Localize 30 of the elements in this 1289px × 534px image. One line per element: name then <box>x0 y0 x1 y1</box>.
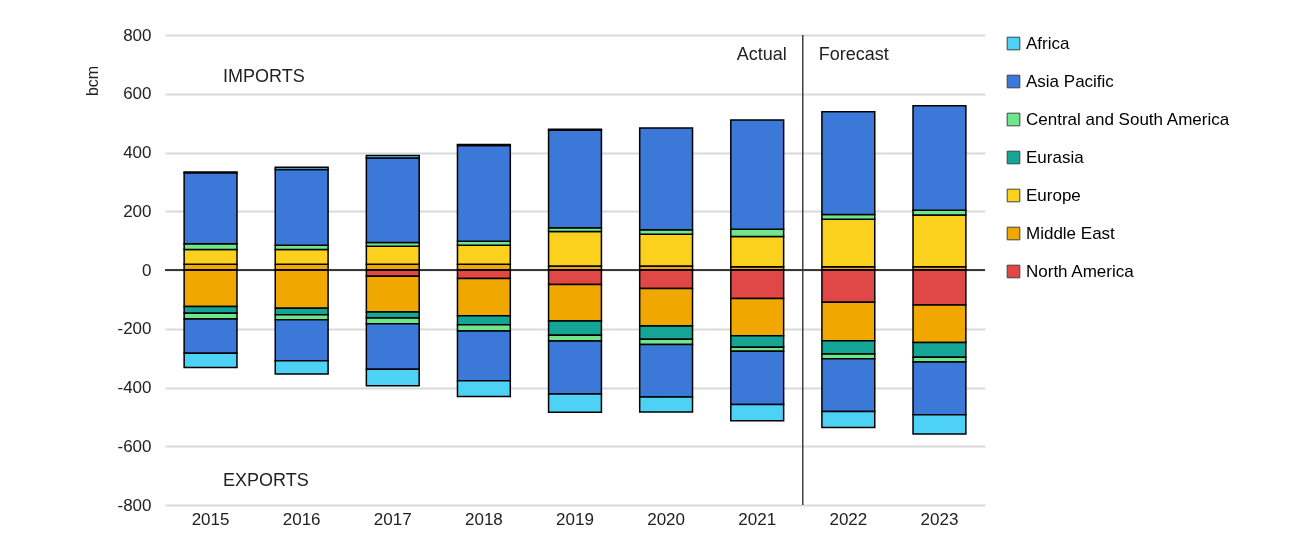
y-tick-label: -800 <box>117 495 152 515</box>
y-axis-title: bcm <box>84 65 101 97</box>
y-tick-label: 600 <box>123 84 152 104</box>
y-tick-label: -200 <box>117 319 152 339</box>
x-tick-label: 2019 <box>556 509 594 529</box>
annotation: IMPORTS <box>223 66 305 86</box>
legend-label: Asia Pacific <box>1026 71 1115 91</box>
x-tick-label: 2023 <box>920 509 959 529</box>
x-tick-label: 2018 <box>464 509 503 529</box>
annotation: Forecast <box>818 44 889 64</box>
x-tick-label: 2016 <box>282 509 321 529</box>
x-tick-label: 2021 <box>738 509 777 529</box>
legend-label: Central and South America <box>1026 109 1230 129</box>
x-tick-label: 2022 <box>829 509 868 529</box>
annotation: Actual <box>736 44 787 64</box>
legend-label: Middle East <box>1026 223 1116 243</box>
legend-label: Eurasia <box>1026 147 1085 167</box>
x-tick-label: 2020 <box>647 509 686 529</box>
x-tick-label: 2015 <box>191 509 230 529</box>
y-tick-label: 0 <box>142 260 152 280</box>
y-tick-label: 400 <box>123 143 152 162</box>
y-tick-label: 200 <box>123 201 152 221</box>
legend-label: North America <box>1026 261 1135 281</box>
y-tick-label: -400 <box>117 378 152 397</box>
y-tick-label: -600 <box>117 436 152 456</box>
x-tick-label: 2017 <box>373 509 412 529</box>
annotation: EXPORTS <box>223 470 309 490</box>
y-tick-label: 800 <box>123 25 152 45</box>
legend-label: Africa <box>1026 33 1070 53</box>
legend-label: Europe <box>1026 185 1081 205</box>
